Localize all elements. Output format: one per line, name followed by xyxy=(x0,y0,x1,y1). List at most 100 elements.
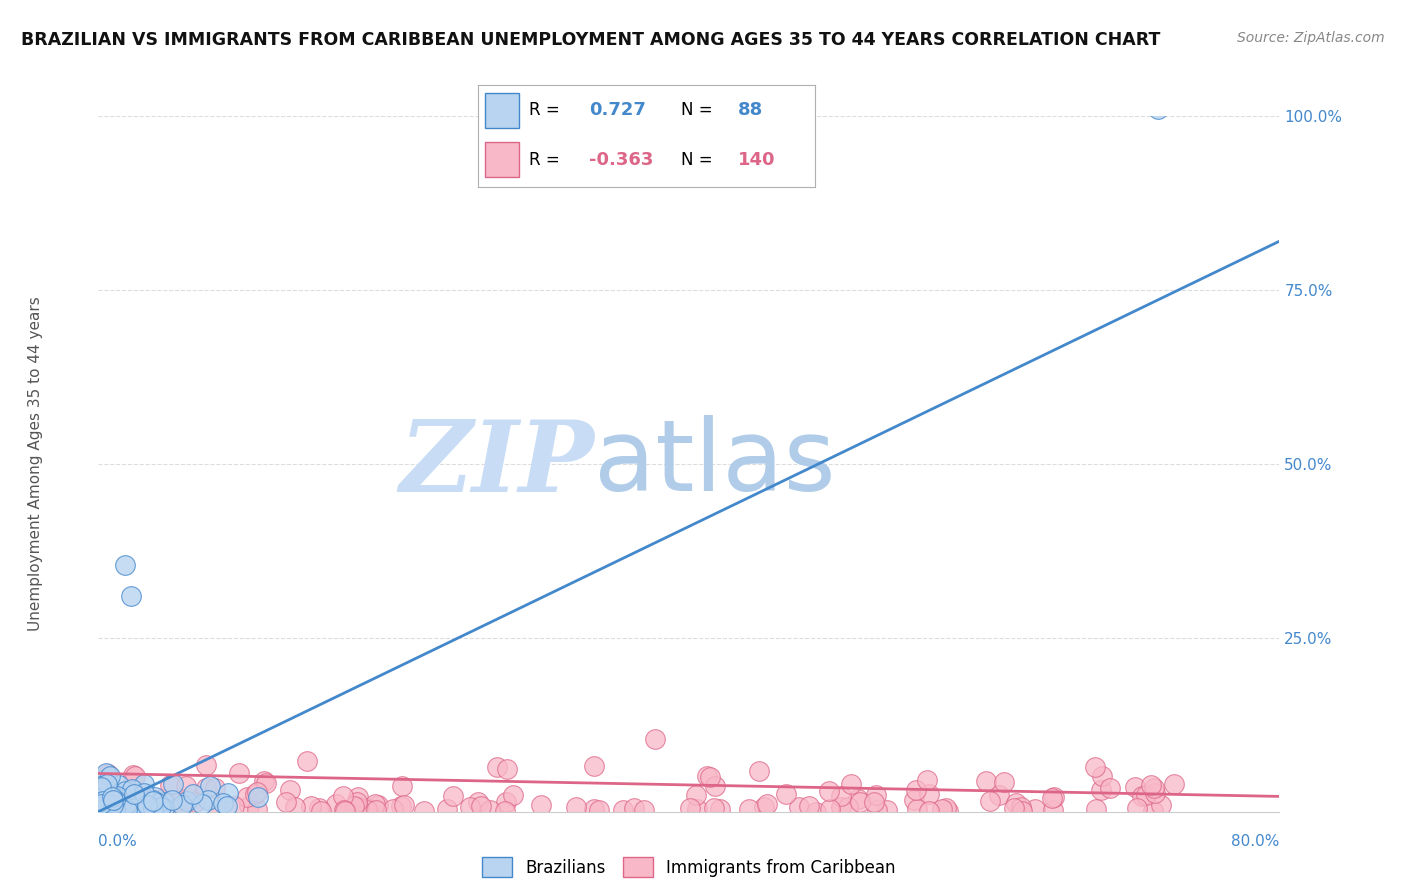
Point xyxy=(530,798,553,813)
Point xyxy=(143,789,166,804)
Point xyxy=(325,797,347,812)
Point xyxy=(830,800,852,814)
Point xyxy=(274,795,297,809)
Point xyxy=(347,790,370,805)
Text: 0.0%: 0.0% xyxy=(98,834,138,849)
Point xyxy=(993,775,1015,789)
Text: 80.0%: 80.0% xyxy=(1232,834,1279,849)
Point xyxy=(162,802,184,816)
Point xyxy=(174,779,197,793)
Point xyxy=(94,795,117,809)
Point xyxy=(101,789,124,804)
Point xyxy=(121,797,143,811)
Point xyxy=(100,795,122,809)
Point xyxy=(101,795,124,809)
Point xyxy=(101,789,124,803)
Point xyxy=(211,797,233,811)
Point xyxy=(114,784,136,798)
Point xyxy=(112,791,135,805)
Point xyxy=(1042,803,1064,817)
Text: ZIP: ZIP xyxy=(399,416,595,512)
Point xyxy=(101,796,124,810)
Point xyxy=(135,797,157,812)
Point xyxy=(108,803,131,817)
Point xyxy=(160,793,183,807)
Point xyxy=(381,802,404,816)
Text: 88: 88 xyxy=(738,102,763,120)
Point xyxy=(935,801,957,815)
Point xyxy=(917,804,939,818)
Point xyxy=(204,780,226,795)
Point xyxy=(738,802,761,816)
Bar xyxy=(485,142,519,177)
Point xyxy=(90,780,112,794)
Point xyxy=(494,804,516,818)
Point xyxy=(254,776,277,790)
Point xyxy=(335,804,357,818)
Point xyxy=(797,799,820,814)
Point xyxy=(389,799,412,814)
Point xyxy=(142,801,165,815)
Point xyxy=(97,803,120,817)
Point xyxy=(121,805,143,819)
Point xyxy=(703,779,725,793)
Point xyxy=(1163,777,1185,791)
Point xyxy=(247,790,270,805)
Point xyxy=(1084,760,1107,774)
Point xyxy=(486,759,509,773)
Point xyxy=(148,796,170,810)
Point xyxy=(1139,778,1161,792)
Point xyxy=(470,798,492,813)
Text: Source: ZipAtlas.com: Source: ZipAtlas.com xyxy=(1237,31,1385,45)
Point xyxy=(120,589,142,603)
Point xyxy=(122,803,145,817)
Point xyxy=(122,801,145,815)
Point xyxy=(103,797,125,812)
Text: N =: N = xyxy=(681,151,711,169)
Point xyxy=(333,804,356,818)
Point xyxy=(142,792,165,806)
Point xyxy=(441,789,464,803)
Point xyxy=(159,778,181,792)
Point xyxy=(117,803,139,817)
Point xyxy=(1143,781,1166,796)
Point xyxy=(181,787,204,801)
Point xyxy=(565,799,588,814)
Text: N =: N = xyxy=(681,102,711,120)
Point xyxy=(458,800,481,814)
Point xyxy=(191,797,214,811)
Point xyxy=(299,798,322,813)
Point xyxy=(987,788,1010,802)
Point xyxy=(217,786,239,800)
Point xyxy=(755,797,778,811)
Point xyxy=(309,805,332,819)
Point xyxy=(115,792,138,806)
Point xyxy=(98,793,121,807)
Point xyxy=(979,793,1001,807)
Point xyxy=(703,800,725,814)
Text: R =: R = xyxy=(529,151,560,169)
Point xyxy=(197,793,219,807)
Point xyxy=(195,758,218,772)
Point xyxy=(162,796,184,810)
Point xyxy=(217,798,239,813)
Point xyxy=(121,782,143,797)
Point xyxy=(93,803,115,817)
Point xyxy=(184,795,207,809)
Text: 0.727: 0.727 xyxy=(589,102,647,120)
Point xyxy=(789,799,811,814)
Point xyxy=(1126,801,1149,815)
Point xyxy=(93,794,115,808)
Point xyxy=(176,794,198,808)
Point xyxy=(91,802,114,816)
Point xyxy=(366,803,388,817)
Point xyxy=(90,799,112,814)
Point xyxy=(96,800,118,814)
Point xyxy=(162,777,184,791)
Point xyxy=(357,802,380,816)
Point xyxy=(91,798,114,813)
Point xyxy=(346,795,368,809)
Point xyxy=(818,783,841,797)
Point xyxy=(195,780,218,795)
Point xyxy=(1142,804,1164,818)
